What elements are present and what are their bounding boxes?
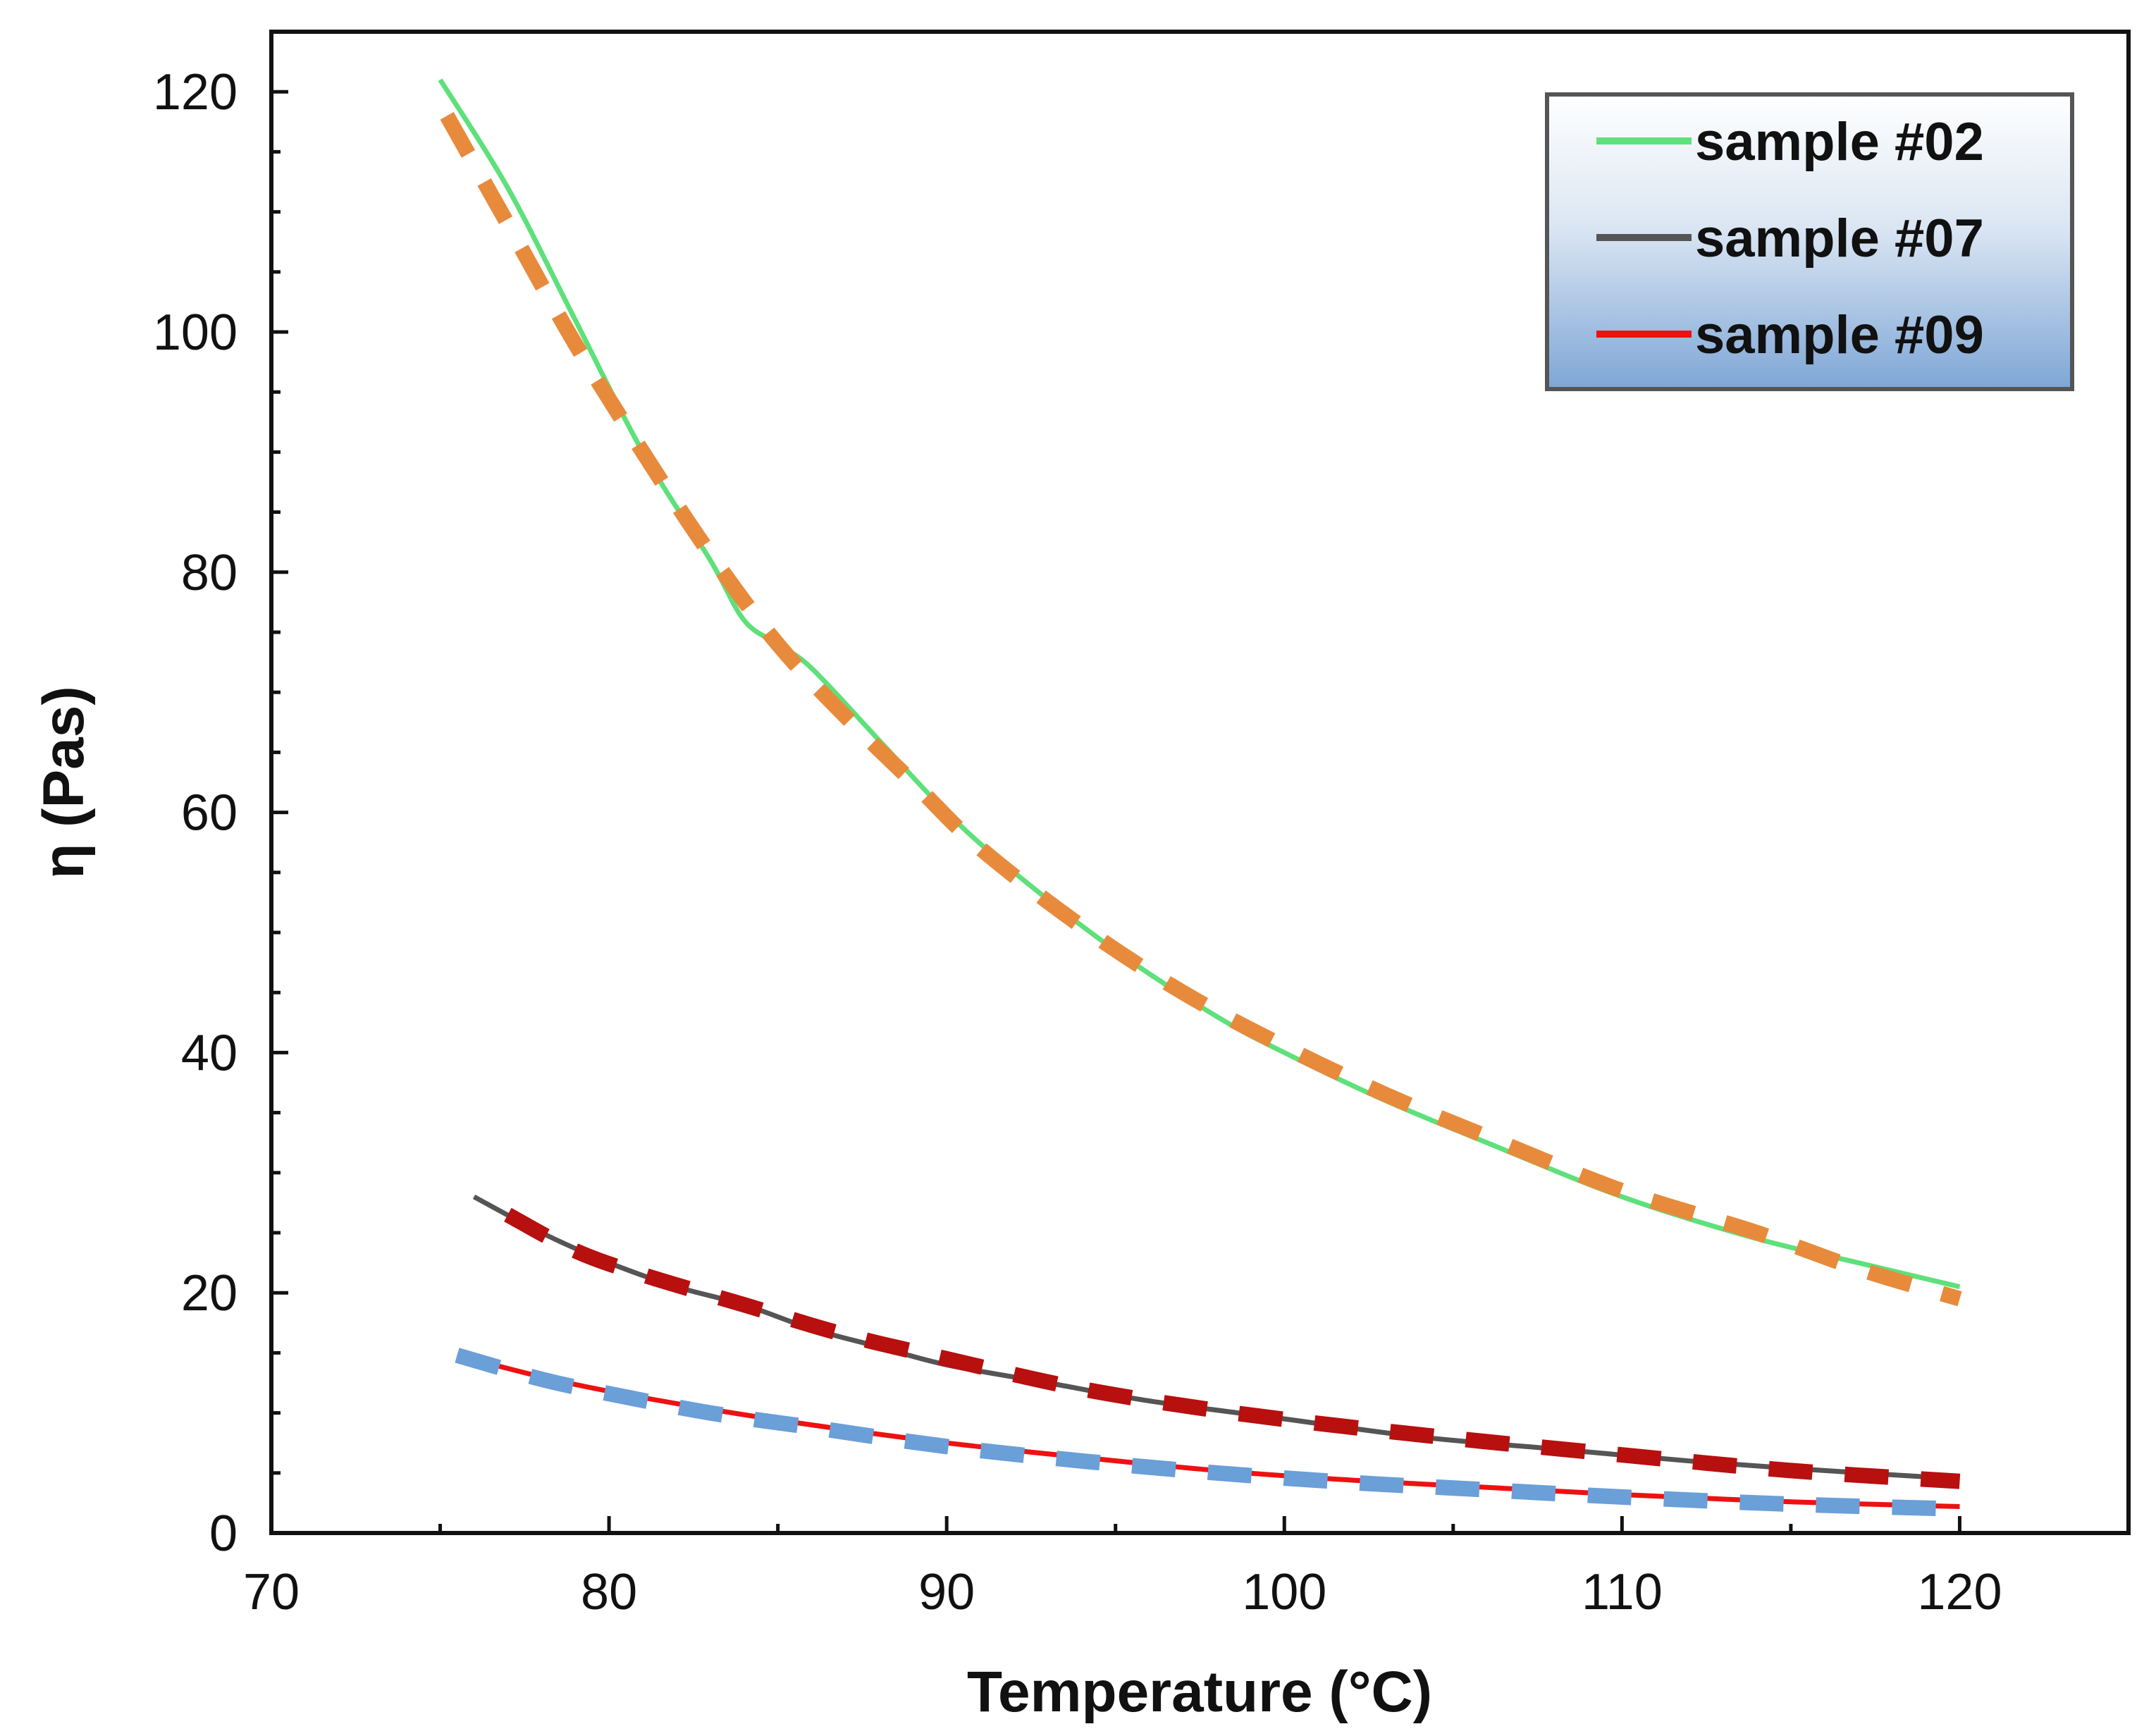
x-tick-label: 120 [1917, 1564, 2002, 1620]
y-tick-label: 120 [153, 64, 238, 121]
x-axis: 70 80 90 100 110 120 [243, 1516, 2002, 1620]
x-tick-label: 70 [243, 1564, 300, 1620]
y-tick-label: 80 [181, 545, 238, 601]
series-line-fit-07 [504, 1207, 1961, 1489]
legend-items: sample #02 sample #07 sample #09 [1596, 112, 1984, 365]
y-tick-label: 60 [181, 785, 238, 842]
series-layer [438, 78, 1962, 1517]
y-tick-label: 20 [181, 1265, 238, 1322]
legend-label-sample-09: sample #09 [1695, 305, 1984, 365]
y-axis-title: η (Pas) [32, 686, 96, 878]
y-tick-label: 100 [153, 304, 238, 361]
y-axis: 0 20 40 60 80 100 120 [153, 64, 288, 1562]
x-tick-label: 110 [1582, 1564, 1663, 1620]
legend: sample #02 sample #07 sample #09 [1545, 92, 2074, 391]
legend-label-sample-07: sample #07 [1695, 209, 1984, 269]
x-tick-label: 100 [1242, 1564, 1326, 1620]
x-axis-title: Temperature (°C) [967, 1660, 1432, 1724]
x-tick-label: 90 [918, 1564, 975, 1620]
series-line-fit-02 [440, 111, 1962, 1307]
y-tick-label: 40 [181, 1025, 238, 1081]
y-tick-label: 0 [209, 1506, 238, 1562]
x-tick-label: 80 [581, 1564, 637, 1620]
series-line-fit-09 [455, 1348, 1960, 1517]
legend-label-sample-02: sample #02 [1695, 112, 1984, 172]
